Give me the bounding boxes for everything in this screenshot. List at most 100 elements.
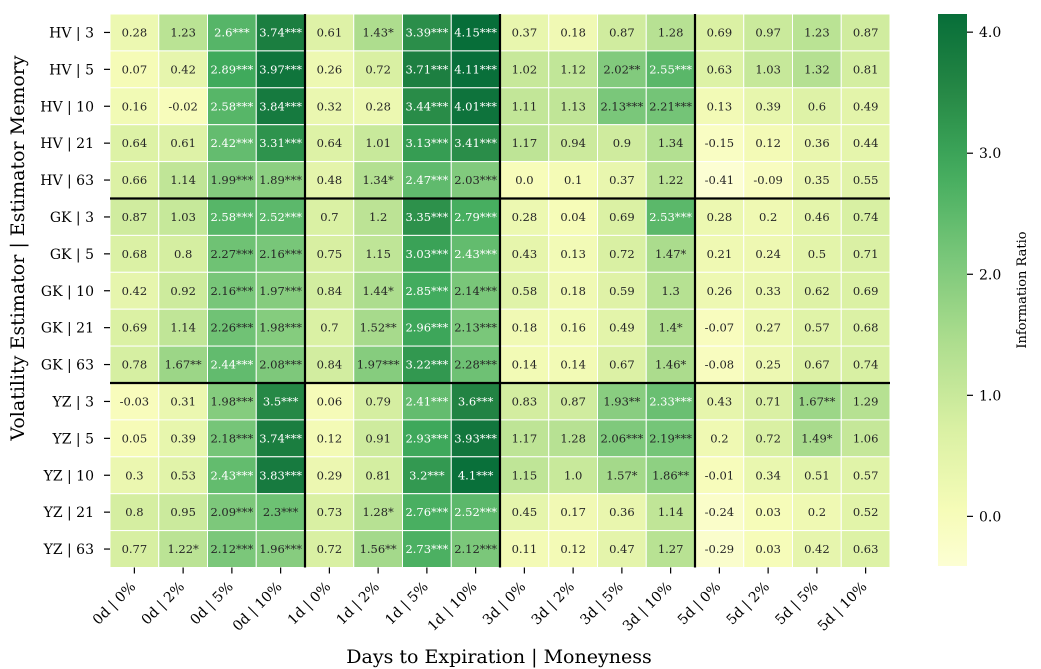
heatmap-cell	[255, 124, 306, 163]
cell-label: 2.6***	[214, 25, 250, 39]
cell-label: 2.13***	[454, 321, 497, 335]
y-tick-label: YZ | 21	[43, 505, 94, 521]
x-tick-label: 5d | 0%	[675, 579, 724, 628]
colorbar-tick-label: 1.0	[979, 388, 1001, 404]
cell-label: 1.22	[658, 173, 684, 187]
cell-label: 0.63	[853, 542, 879, 556]
cell-label: -0.29	[705, 542, 735, 556]
cell-label: 0.26	[317, 62, 343, 76]
cell-label: 0.36	[609, 505, 635, 519]
cell-label: 2.21***	[649, 99, 692, 113]
heatmap-cell	[402, 50, 452, 89]
cell-label: 0.33	[755, 284, 781, 298]
cell-label: 1.67**	[798, 394, 835, 408]
cell-label: 2.93***	[405, 431, 448, 445]
heatmap-cell	[743, 271, 793, 310]
heatmap-cell	[792, 234, 842, 273]
cell-label: 2.09***	[210, 505, 253, 519]
cell-label: 2.79***	[454, 210, 497, 224]
cell-label: 0.87	[609, 25, 635, 39]
cell-label: 0.71	[853, 247, 879, 261]
heatmap-cell	[792, 308, 842, 347]
cell-label: 0.43	[707, 394, 733, 408]
heatmap-cell	[694, 382, 745, 421]
cell-label: 0.03	[755, 505, 781, 519]
y-tick-label: GK | 21	[41, 321, 94, 337]
heatmap-cell	[597, 161, 647, 200]
cell-label: 2.52***	[454, 505, 497, 519]
heatmap-cell	[109, 124, 160, 163]
y-tick-label: YZ | 63	[43, 542, 94, 558]
cell-label: 1.14	[170, 173, 196, 187]
cell-label: 3.2***	[409, 468, 445, 482]
cell-label: 0.03	[755, 542, 781, 556]
colorbar-gradient	[938, 14, 967, 566]
cell-label: 0.36	[804, 136, 830, 150]
x-axis: 0d | 0% 0d | 2% 0d | 5%0d | 10% 1d | 0% 1d |…	[90, 567, 870, 635]
y-axis-label: Volatility Estimator | Estimator Memory	[7, 55, 29, 442]
cell-label: 0.87	[560, 394, 586, 408]
heatmap-cell	[840, 493, 891, 532]
heatmap-cell	[645, 271, 696, 310]
cell-label: 3.39***	[405, 25, 448, 39]
cell-label: 0.61	[317, 25, 343, 39]
cell-label: 0.81	[365, 468, 391, 482]
heatmap-cell	[353, 50, 403, 89]
cell-label: 2.85***	[405, 284, 448, 298]
cell-label: 1.17	[512, 431, 538, 445]
heatmap-cell	[353, 493, 403, 532]
cell-label: 1.02	[512, 62, 538, 76]
cell-label: -0.24	[705, 505, 735, 519]
cell-label: 0.25	[755, 358, 781, 372]
cell-label: 2.52***	[259, 210, 302, 224]
cell-label: 1.01	[365, 136, 391, 150]
heatmap-cell	[694, 419, 745, 458]
heatmap-cell	[109, 161, 160, 200]
heatmap-cell	[353, 419, 403, 458]
cell-label: 0.45	[512, 505, 538, 519]
heatmap-cell	[402, 161, 452, 200]
cell-label: 0.75	[317, 247, 343, 261]
cell-label: 0.81	[853, 62, 879, 76]
y-tick-label: HV | 21	[40, 136, 94, 152]
cell-label: 0.55	[853, 173, 879, 187]
cell-label: 1.56**	[360, 542, 397, 556]
cell-label: 2.55***	[649, 62, 692, 76]
cell-label: 0.71	[755, 394, 781, 408]
heatmap-cell	[548, 493, 598, 532]
x-tick-label: 1d | 2%	[334, 579, 383, 628]
cell-label: 2.28***	[454, 358, 497, 372]
cell-label: 1.52**	[360, 321, 397, 335]
group-separators	[110, 14, 890, 568]
cell-label: 2.76***	[405, 505, 448, 519]
cell-label: 1.12	[560, 62, 586, 76]
cell-label: 2.02**	[603, 62, 640, 76]
cell-label: -0.41	[705, 173, 735, 187]
cell-label: 1.03	[755, 62, 781, 76]
cell-label: 0.9	[613, 136, 631, 150]
heatmap-cell	[158, 308, 208, 347]
cell-label: 1.28	[560, 431, 586, 445]
cell-label: 0.29	[317, 468, 343, 482]
heatmap-cell	[450, 308, 501, 347]
x-tick-label: 5d | 2%	[724, 579, 773, 628]
heatmap-cell	[840, 419, 891, 458]
heatmap-cell	[597, 456, 647, 495]
cell-label: 0.78	[122, 358, 148, 372]
heatmap-cell	[255, 345, 306, 384]
heatmap-cell	[402, 530, 452, 568]
heatmap-cell	[255, 234, 306, 273]
cell-label: 0.43	[512, 247, 538, 261]
cell-label: 1.28	[658, 25, 684, 39]
cell-label: 0.95	[170, 505, 196, 519]
cell-label: 0.72	[317, 542, 343, 556]
cell-label: 0.74	[853, 358, 879, 372]
heatmap-cell	[109, 419, 160, 458]
heatmap-cell	[792, 124, 842, 163]
cell-label: 2.41***	[405, 394, 448, 408]
heatmap-cell	[840, 161, 891, 200]
cell-label: 0.12	[317, 431, 343, 445]
cell-label: 0.39	[170, 431, 196, 445]
heatmap-cell	[353, 87, 403, 126]
x-tick-label: 0d | 0%	[90, 579, 139, 628]
